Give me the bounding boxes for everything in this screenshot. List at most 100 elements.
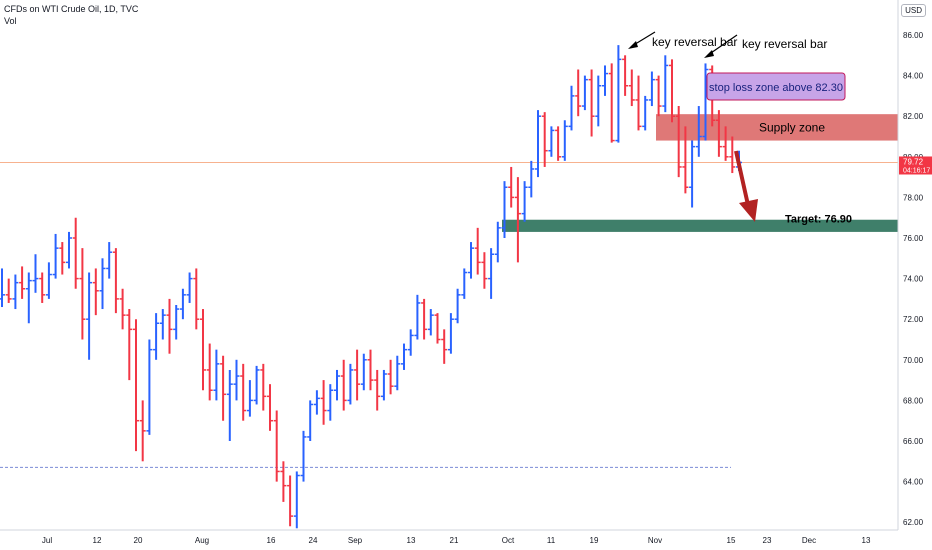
y-tick-label: 76.00 (903, 234, 924, 243)
annotation-key-reversal-1: key reversal bar (652, 35, 737, 49)
ohlc-bar (555, 126, 562, 161)
ohlc-bar (146, 339, 153, 435)
ohlc-bar (414, 294, 421, 340)
x-tick-label: 23 (763, 536, 772, 545)
ohlc-bar (575, 69, 582, 117)
ohlc-bar (669, 59, 675, 123)
y-tick-label: 64.00 (903, 478, 924, 487)
ohlc-bar (581, 75, 588, 111)
ohlc-bar (340, 359, 347, 411)
ohlc-bar (19, 266, 26, 299)
ohlc-bar (494, 221, 501, 263)
x-tick-label: 19 (590, 536, 599, 545)
y-tick-label: 82.00 (903, 112, 924, 121)
ohlc-bar (689, 140, 696, 208)
ohlc-bar (715, 110, 722, 157)
ohlc-bar (334, 369, 340, 401)
x-tick-label: 13 (862, 536, 871, 545)
ohlc-bar (508, 166, 515, 208)
symbol-title[interactable]: CFDs on WTI Crude Oil, 1D, TVC (4, 4, 139, 14)
ohlc-bar (240, 363, 247, 421)
ohlc-bar (488, 248, 495, 299)
ohlc-bars[interactable] (0, 45, 742, 529)
ohlc-bar (39, 272, 46, 303)
ohlc-bar (380, 369, 387, 401)
stop-loss-callout (706, 72, 846, 101)
ohlc-bar (360, 353, 367, 391)
stop-loss-label: stop loss zone above 82.30 (709, 82, 843, 94)
ohlc-bar (267, 384, 273, 431)
ohlc-bar (320, 380, 327, 425)
x-tick-label: 12 (93, 536, 102, 545)
ohlc-bar (25, 272, 32, 324)
ohlc-bar (119, 288, 126, 330)
ohlc-bar (72, 217, 79, 289)
ohlc-bar (226, 369, 233, 441)
x-tick-label: 21 (450, 536, 459, 545)
ohlc-bar (253, 365, 260, 405)
ohlc-bar (139, 400, 146, 462)
ohlc-bar (153, 313, 160, 360)
ohlc-bar (481, 252, 488, 289)
annotation-key-reversal-2: key reversal bar (742, 37, 827, 51)
x-tick-label: Aug (195, 536, 209, 545)
ohlc-bar (52, 233, 59, 279)
ohlc-bar (427, 309, 434, 336)
x-tick-label: 24 (309, 536, 318, 545)
ohlc-bar (722, 126, 729, 161)
countdown-label: 04:16:17 (903, 167, 930, 174)
y-tick-label: 68.00 (903, 396, 924, 405)
ohlc-bar (588, 69, 595, 137)
ohlc-bar (514, 177, 521, 263)
ohlc-bar (535, 110, 541, 178)
ohlc-bar (193, 268, 200, 330)
y-tick-label: 74.00 (903, 275, 924, 284)
ohlc-bar (273, 410, 280, 482)
y-tick-label: 66.00 (903, 437, 924, 446)
ohlc-bar (407, 329, 414, 356)
ohlc-bar (159, 309, 166, 340)
down-arrow-shaft (734, 150, 750, 206)
ohlc-bar (695, 106, 702, 157)
ohlc-bar (66, 231, 72, 269)
target-zone (502, 219, 898, 232)
ohlc-bar (682, 126, 689, 194)
ohlc-bar (434, 313, 441, 344)
ohlc-bar (347, 363, 354, 405)
ohlc-bar (474, 227, 481, 275)
ohlc-bar (501, 181, 508, 238)
ohlc-bar (5, 278, 12, 303)
price-label-box (899, 156, 932, 175)
x-tick-label: Dec (802, 536, 816, 545)
ohlc-bar (401, 343, 407, 370)
ohlc-bar (648, 71, 655, 107)
x-tick-label: Nov (648, 536, 662, 545)
ohlc-bar (602, 65, 608, 96)
ohlc-bar (541, 112, 548, 167)
y-tick-label: 84.00 (903, 72, 924, 81)
ohlc-bar (220, 355, 227, 421)
ohlc-bar (133, 319, 139, 452)
x-tick-label: Sep (348, 536, 363, 545)
ohlc-bar (394, 355, 401, 391)
ohlc-bar (635, 75, 642, 131)
ohlc-bar (354, 349, 361, 401)
zones[interactable]: Supply zone Target: 76.90 (502, 114, 898, 232)
ohlc-bar (173, 304, 180, 340)
annotations[interactable]: key reversal bar key reversal bar stop los… (628, 31, 846, 222)
ohlc-bar (548, 126, 555, 157)
supply-zone-label: Supply zone (759, 120, 825, 134)
annotation-pointer-2 (707, 34, 738, 56)
volume-label[interactable]: Vol (4, 16, 17, 26)
ohlc-bar (367, 349, 374, 391)
ohlc-bar (461, 268, 468, 299)
ohlc-bar (106, 242, 113, 279)
y-tick-label: 72.00 (903, 315, 924, 324)
y-tick-label: 70.00 (903, 356, 924, 365)
ohlc-bar (313, 390, 320, 415)
ohlc-bar (628, 69, 635, 107)
ohlc-bar (293, 471, 300, 529)
currency-button[interactable]: USD (901, 4, 926, 17)
